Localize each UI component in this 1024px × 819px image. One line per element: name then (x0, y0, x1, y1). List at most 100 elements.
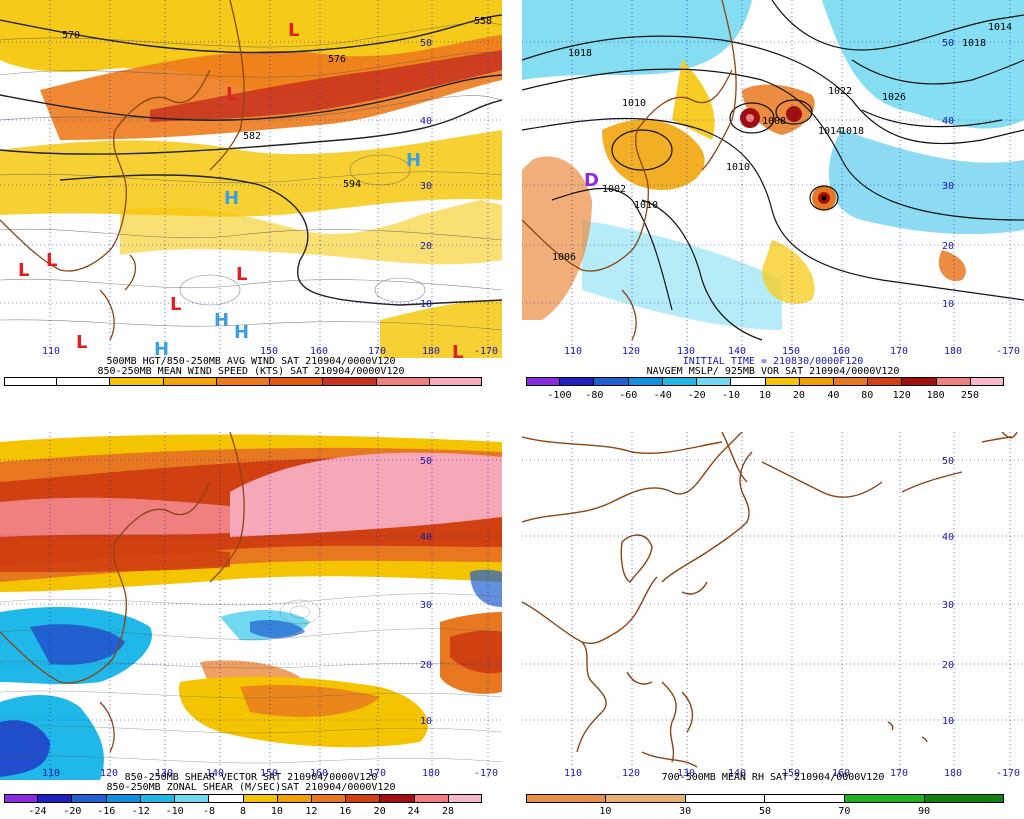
colorbar-segment (662, 377, 698, 386)
colorbar-tick: -20 (63, 806, 82, 817)
lat-label: 50 (942, 38, 954, 49)
lon-label: 170 (890, 346, 908, 357)
lon-label: -170 (474, 768, 498, 779)
high-pressure-marker: H (234, 322, 249, 343)
lon-label: 150 (260, 768, 278, 779)
lat-label: 20 (942, 241, 954, 252)
lon-label: 160 (310, 768, 328, 779)
colorbar-segment (216, 377, 271, 386)
colorbar-segment (270, 377, 324, 386)
isobar-label: 1008 (762, 116, 786, 127)
isobar-label: 1010 (726, 162, 750, 173)
colorbar-tick: -40 (653, 390, 672, 401)
lon-label: 180 (944, 346, 962, 357)
lon-label: 110 (42, 346, 60, 357)
colorbar-tick: 50 (758, 806, 772, 817)
colorbar-tick: 24 (407, 806, 420, 817)
lon-label: -170 (996, 768, 1020, 779)
colorbar-segment (72, 794, 107, 803)
colorbar-tick: 20 (373, 806, 386, 817)
colorbar (526, 794, 1004, 803)
colorbar-segment (277, 794, 312, 803)
colorbar-segment (697, 377, 732, 386)
colorbar-tick: 80 (861, 390, 874, 401)
panel-caption-line2: NAVGEM MSLP/ 925MB VOR SAT 210904/0000V1… (646, 366, 900, 377)
colorbar-tick: 8 (239, 806, 247, 817)
colorbar-segment (4, 377, 58, 386)
contour-label: 570 (62, 30, 80, 41)
lat-label: 30 (942, 600, 954, 611)
colorbar-segment (731, 377, 766, 386)
colorbar-tick: 20 (792, 390, 805, 401)
colorbar-segment (376, 377, 430, 386)
high-pressure-marker: H (406, 150, 421, 171)
colorbar-tick: 70 (838, 806, 851, 817)
lon-label: 130 (677, 346, 695, 357)
panel-caption-line1: 500MB HGT/850-250MB AVG WIND SAT 210904/… (106, 356, 396, 367)
lon-label: 110 (564, 346, 582, 357)
lon-label: 150 (260, 346, 278, 357)
contour-label: 558 (474, 16, 492, 27)
colorbar-ticks: -24 -20 -16 -12 -10 -8 8 10 12 16 20 24 … (4, 806, 482, 818)
lat-label: 20 (420, 660, 432, 671)
colorbar-tick: 28 (442, 806, 455, 817)
colorbar-tick: -12 (131, 806, 150, 817)
colorbar-segment (628, 377, 663, 386)
high-pressure-marker: H (154, 339, 169, 358)
lon-label: 180 (422, 346, 440, 357)
lat-label: 50 (942, 456, 954, 467)
colorbar-segment (605, 794, 686, 803)
lat-label: 50 (420, 38, 432, 49)
colorbar-tick: 180 (926, 390, 945, 401)
colorbar-tick: -24 (28, 806, 47, 817)
low-pressure-marker: L (46, 250, 57, 271)
colorbar (526, 377, 1005, 386)
colorbar-tick: 250 (961, 390, 980, 401)
colorbar-tick: 90 (918, 806, 931, 817)
contour-label: 576 (328, 54, 346, 65)
lon-label: 120 (622, 346, 640, 357)
colorbar-segment (526, 377, 561, 386)
lon-label: 120 (622, 768, 640, 779)
high-pressure-marker: H (224, 188, 239, 209)
lat-label: 10 (420, 716, 432, 727)
lat-label: 40 (942, 116, 954, 127)
colorbar-segment (346, 794, 381, 803)
colorbar-segment (175, 794, 210, 803)
lat-label: 10 (420, 299, 432, 310)
colorbar-segment (380, 794, 415, 803)
colorbar-segment (765, 377, 800, 386)
isobar-label: 1022 (828, 86, 852, 97)
colorbar-segment (845, 794, 926, 803)
colorbar-tick: -20 (687, 390, 706, 401)
colorbar-tick: -60 (619, 390, 638, 401)
colorbar-segment (594, 377, 629, 386)
colorbar-tick: -80 (585, 390, 604, 401)
lon-label: 140 (206, 768, 224, 779)
colorbar-tick: 10 (599, 806, 612, 817)
colorbar-segment (106, 794, 141, 803)
colorbar-ticks: -100 -80 -60 -40 -20 -10 10 20 40 80 120… (526, 390, 1004, 402)
colorbar-tick: -10 (165, 806, 184, 817)
colorbar-segment (140, 794, 176, 803)
lon-label: 170 (890, 768, 908, 779)
lat-label: 40 (420, 532, 432, 543)
isobar-label: 1002 (602, 184, 626, 195)
colorbar-segment (110, 377, 164, 386)
colorbar-segment (209, 794, 244, 803)
map-relative-humidity: 50 40 30 20 10 110 120 130 140 150 160 1… (522, 432, 1024, 780)
lon-label: 160 (832, 346, 850, 357)
colorbar-tick: 16 (339, 806, 352, 817)
panel-caption-line1: 700-500MB MEAN RH SAT 210904/0000V120 (661, 772, 885, 783)
colorbar-segment (868, 377, 903, 386)
colorbar-tick: -100 (547, 390, 572, 401)
low-pressure-marker: L (18, 260, 29, 281)
colorbar (4, 794, 483, 803)
lat-label: 40 (420, 116, 432, 127)
lon-label: 170 (368, 346, 386, 357)
colorbar-segment (38, 794, 73, 803)
panel-mslp-vorticity: 1018 1022 1026 1014 1018 1014 1018 1010 … (522, 0, 1024, 410)
lat-label: 10 (942, 299, 954, 310)
lon-label: -170 (996, 346, 1020, 357)
lon-label: 150 (782, 768, 800, 779)
